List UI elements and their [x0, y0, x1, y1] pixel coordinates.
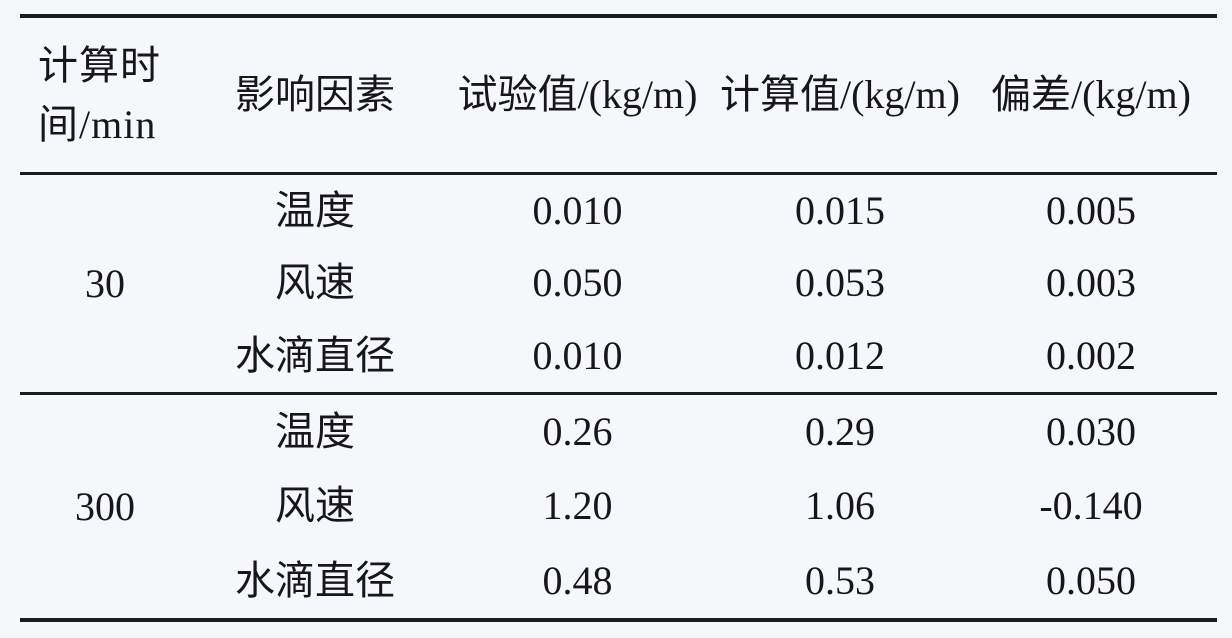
data-table: 计算时 间/min 影响因素 试验值/(kg/m) 计算值/(kg/m) 偏差/… [20, 14, 1217, 622]
test-value: 0.010 [532, 188, 623, 234]
calc-value: 0.53 [805, 557, 875, 603]
calc-value: 1.06 [805, 483, 875, 529]
deviation-value: 0.005 [1046, 188, 1136, 234]
deviation-value: 0.030 [1046, 409, 1136, 455]
test-value: 0.48 [542, 557, 613, 603]
section-300min: 300 温度 0.26 0.29 0.030 风速 1.20 1.06 -0.1… [20, 395, 1217, 618]
factor-label: 风速 [275, 260, 355, 306]
header-time-line1: 计算时 [38, 42, 161, 88]
factor-label: 水滴直径 [235, 332, 395, 378]
test-value: 0.010 [532, 332, 623, 378]
factor-label: 温度 [275, 409, 355, 455]
test-value: 0.050 [532, 260, 623, 306]
table-figure: 计算时 间/min 影响因素 试验值/(kg/m) 计算值/(kg/m) 偏差/… [20, 14, 1217, 622]
test-value: 1.20 [542, 483, 613, 529]
header-calc-value: 计算值/(kg/m) [720, 72, 960, 117]
section-divider-rule [20, 392, 1217, 395]
section-30min: 30 温度 0.010 0.015 0.005 风速 0.050 0.053 0… [20, 175, 1217, 392]
deviation-value: 0.050 [1046, 557, 1136, 603]
header-time: 计算时 间/min [20, 18, 190, 172]
deviation-value: 0.003 [1046, 260, 1136, 306]
table-top-rule [20, 14, 1217, 18]
header-divider-rule [20, 172, 1217, 175]
header-deviation: 偏差/(kg/m) [991, 72, 1191, 117]
deviation-value: 0.002 [1046, 332, 1136, 378]
calc-value: 0.015 [795, 188, 885, 234]
factor-label: 风速 [275, 483, 355, 529]
table-header-row: 计算时 间/min 影响因素 试验值/(kg/m) 计算值/(kg/m) 偏差/… [20, 18, 1217, 172]
deviation-value: -0.140 [1039, 483, 1143, 529]
table-bottom-rule [20, 618, 1217, 622]
header-test-value: 试验值/(kg/m) [457, 72, 698, 117]
header-factor: 影响因素 [235, 72, 395, 117]
factor-label: 温度 [275, 188, 355, 234]
time-value: 30 [85, 260, 125, 306]
header-time-line2: 间/min [38, 102, 157, 147]
time-value: 300 [75, 483, 135, 529]
test-value: 0.26 [542, 409, 613, 455]
calc-value: 0.29 [805, 409, 875, 455]
factor-label: 水滴直径 [235, 557, 395, 603]
calc-value: 0.012 [795, 332, 885, 378]
calc-value: 0.053 [795, 260, 885, 306]
